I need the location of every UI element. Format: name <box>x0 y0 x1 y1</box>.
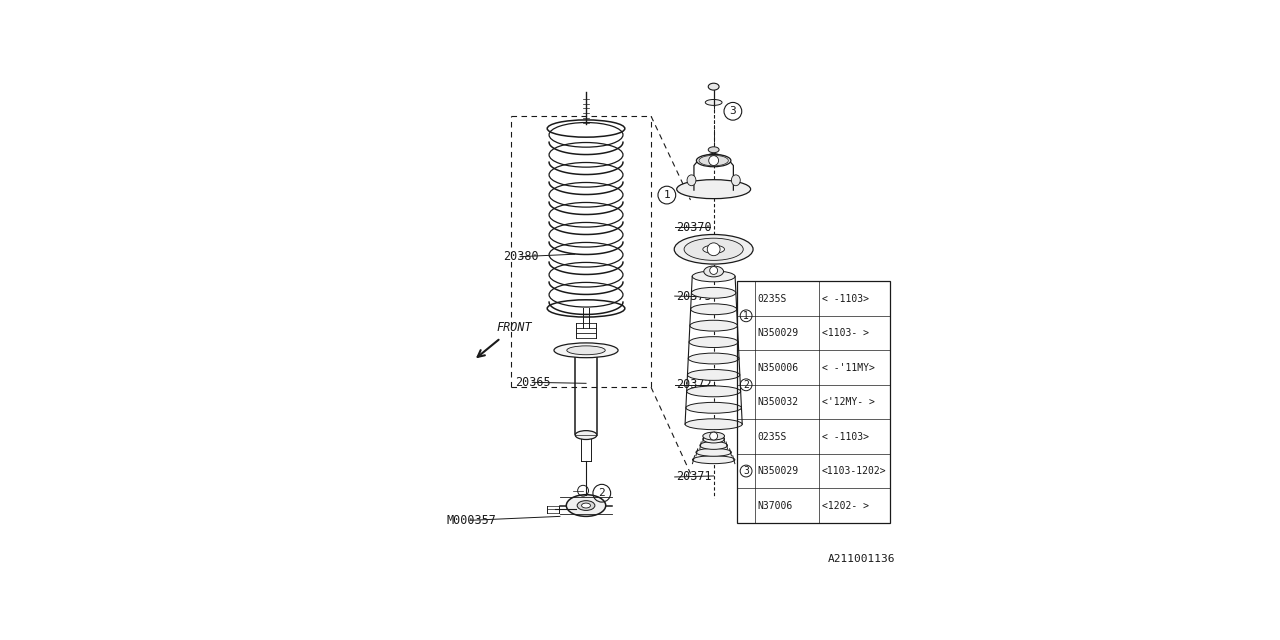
Ellipse shape <box>703 245 724 253</box>
Text: 20375: 20375 <box>676 289 712 303</box>
Circle shape <box>709 156 718 166</box>
Text: N350029: N350029 <box>758 328 799 338</box>
Text: FRONT: FRONT <box>497 321 532 334</box>
Text: <1202- >: <1202- > <box>822 500 869 511</box>
Ellipse shape <box>575 344 596 351</box>
Ellipse shape <box>696 154 731 167</box>
Text: 20372: 20372 <box>676 378 712 391</box>
Ellipse shape <box>686 403 741 413</box>
Text: 20370: 20370 <box>676 221 712 234</box>
Text: M000357: M000357 <box>447 514 497 527</box>
Text: <1103-1202>: <1103-1202> <box>822 466 887 476</box>
Ellipse shape <box>690 320 737 331</box>
Ellipse shape <box>704 157 723 164</box>
Ellipse shape <box>581 503 590 508</box>
Ellipse shape <box>691 287 736 298</box>
Bar <box>737 282 890 523</box>
Text: N350006: N350006 <box>758 362 799 372</box>
Text: 2: 2 <box>599 488 605 498</box>
Ellipse shape <box>685 419 742 429</box>
Ellipse shape <box>575 431 596 440</box>
Text: < -1103>: < -1103> <box>822 294 869 303</box>
Ellipse shape <box>705 99 722 106</box>
Ellipse shape <box>577 500 595 511</box>
Ellipse shape <box>677 180 750 198</box>
Ellipse shape <box>687 175 696 186</box>
Text: <1103- >: <1103- > <box>822 328 869 338</box>
Text: 2: 2 <box>744 380 749 390</box>
Text: 20365: 20365 <box>516 376 552 389</box>
Text: 3: 3 <box>730 106 736 116</box>
Ellipse shape <box>566 495 605 516</box>
Ellipse shape <box>731 175 740 186</box>
Ellipse shape <box>554 343 618 358</box>
Ellipse shape <box>567 346 605 355</box>
Ellipse shape <box>708 147 719 153</box>
Ellipse shape <box>704 266 723 277</box>
Ellipse shape <box>709 159 719 163</box>
Text: < -'11MY>: < -'11MY> <box>822 362 874 372</box>
Ellipse shape <box>703 432 724 440</box>
Circle shape <box>709 432 718 440</box>
Circle shape <box>708 243 721 256</box>
Text: 3: 3 <box>744 466 749 476</box>
Ellipse shape <box>692 456 735 463</box>
Text: 20380: 20380 <box>503 250 539 263</box>
Ellipse shape <box>689 353 739 364</box>
Text: 1: 1 <box>744 311 749 321</box>
Ellipse shape <box>675 234 753 264</box>
Text: < -1103>: < -1103> <box>822 431 869 442</box>
Text: N350029: N350029 <box>758 466 799 476</box>
Ellipse shape <box>699 156 728 166</box>
Ellipse shape <box>700 442 727 449</box>
Ellipse shape <box>703 435 724 443</box>
Ellipse shape <box>684 238 744 260</box>
Ellipse shape <box>686 386 741 397</box>
Text: <'12MY- >: <'12MY- > <box>822 397 874 407</box>
Ellipse shape <box>692 271 735 282</box>
Text: 0235S: 0235S <box>758 294 787 303</box>
Ellipse shape <box>708 83 719 90</box>
Text: 1: 1 <box>663 190 671 200</box>
Text: 20371: 20371 <box>676 470 712 483</box>
Text: 0235S: 0235S <box>758 431 787 442</box>
Circle shape <box>709 266 718 275</box>
Ellipse shape <box>691 304 737 315</box>
Text: A211001136: A211001136 <box>827 554 895 564</box>
Text: N350032: N350032 <box>758 397 799 407</box>
Ellipse shape <box>689 337 739 348</box>
Text: N37006: N37006 <box>758 500 794 511</box>
Ellipse shape <box>696 449 731 456</box>
Ellipse shape <box>687 369 740 380</box>
